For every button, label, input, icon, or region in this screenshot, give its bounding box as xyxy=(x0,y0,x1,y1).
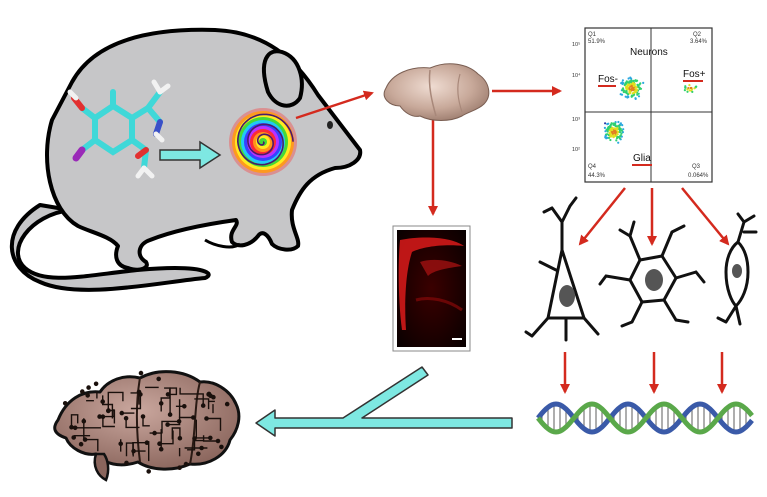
molecule-icon xyxy=(67,79,171,179)
facs-q4-label: Q4 xyxy=(588,164,597,170)
arrow-facs-to-neuron-3 xyxy=(681,187,730,246)
facs-q2-label: Q2 xyxy=(693,32,702,38)
psychedelic-spiral-icon xyxy=(229,108,297,176)
facs-ytick-2: 10³ xyxy=(572,117,580,123)
facs-q4-value: 44.3% xyxy=(588,173,606,179)
facs-ytick-3: 10² xyxy=(572,147,580,153)
facs-q3-value: 0.064% xyxy=(688,173,709,179)
brain-slice-image xyxy=(392,225,471,352)
arrow-to-circuit-brain xyxy=(255,366,513,437)
arrow-molecule-to-spiral xyxy=(159,140,222,170)
rat-brain-icon xyxy=(383,63,490,121)
neuron-multipolar-icon xyxy=(598,220,706,328)
facs-q1-label: Q1 xyxy=(588,32,597,38)
facs-plot: Neurons Q1 51.9% Q2 3.64% Q4 44.3% Q3 0.… xyxy=(572,27,713,183)
rat-leg xyxy=(204,238,241,249)
facs-frame xyxy=(584,27,713,183)
facs-fos-neg-label: Fos- xyxy=(598,74,618,85)
facs-ytick-0: 10⁵ xyxy=(572,41,580,48)
red-arrows xyxy=(295,86,730,394)
facs-q3-label: Q3 xyxy=(692,164,701,170)
neuron-bipolar-icon xyxy=(716,212,758,326)
facs-scatter xyxy=(603,76,698,144)
dna-helix-icon xyxy=(536,401,754,435)
arrow-facs-to-neuron-1 xyxy=(578,187,626,246)
rat-eye xyxy=(327,121,333,129)
neuron-pyramidal-icon xyxy=(524,196,600,342)
facs-ytick-1: 10⁴ xyxy=(572,72,581,79)
rat-tail xyxy=(9,203,211,292)
arrow-spiral-to-brain xyxy=(295,90,374,120)
rat-ear xyxy=(262,49,304,108)
circuit-brain-icon xyxy=(53,370,241,482)
facs-q1-value: 51.9% xyxy=(588,39,606,45)
facs-fos-pos-label: Fos+ xyxy=(683,69,706,80)
facs-glia-label: Glia xyxy=(633,153,651,164)
facs-title: Neurons xyxy=(630,47,668,58)
facs-q2-value: 3.64% xyxy=(690,39,708,45)
